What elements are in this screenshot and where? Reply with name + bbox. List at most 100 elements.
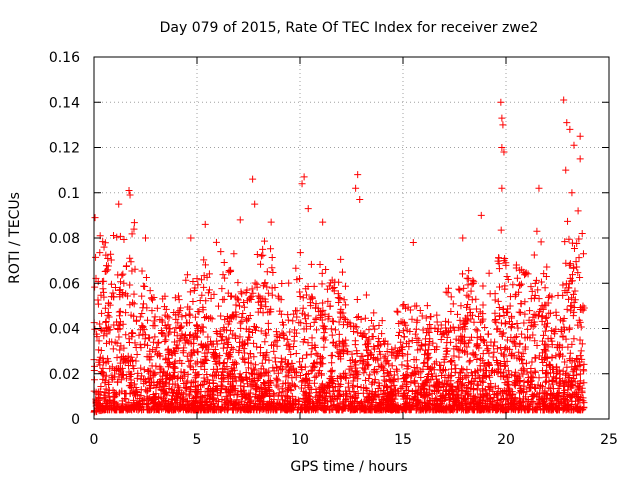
data-point — [116, 346, 124, 354]
data-point — [185, 310, 193, 318]
data-point — [212, 368, 220, 376]
data-point — [189, 346, 197, 354]
data-point — [463, 291, 471, 299]
data-point — [529, 313, 537, 321]
data-point — [114, 401, 122, 409]
data-point — [578, 387, 586, 395]
data-point — [129, 299, 137, 307]
data-point — [288, 405, 296, 413]
data-point — [495, 254, 503, 262]
data-point — [142, 234, 149, 242]
data-point — [137, 392, 145, 400]
data-point — [262, 369, 270, 377]
data-point — [542, 369, 550, 377]
data-point — [368, 390, 376, 398]
data-point — [477, 335, 485, 343]
data-point — [528, 287, 536, 295]
data-point — [577, 347, 585, 355]
data-point — [525, 316, 533, 324]
data-point — [286, 343, 294, 351]
data-point — [353, 382, 361, 390]
data-point — [307, 350, 315, 358]
data-point — [249, 175, 257, 183]
data-point — [539, 305, 547, 313]
data-point — [119, 320, 127, 328]
data-point — [299, 394, 307, 402]
data-point — [252, 361, 260, 369]
data-point — [106, 301, 114, 309]
data-point — [236, 338, 244, 346]
data-point — [140, 282, 148, 290]
data-point — [284, 371, 292, 379]
data-point — [403, 398, 411, 406]
data-point — [541, 378, 549, 386]
data-point — [383, 369, 391, 377]
data-point — [463, 303, 471, 311]
data-point — [360, 369, 368, 377]
data-point — [169, 380, 177, 388]
x-tick-label: 10 — [291, 432, 309, 448]
data-point — [387, 376, 395, 384]
data-point — [203, 349, 211, 357]
data-point — [403, 340, 411, 348]
data-point — [505, 378, 513, 386]
data-point — [97, 325, 105, 333]
data-point — [374, 335, 382, 343]
data-point — [381, 392, 389, 400]
data-point — [486, 400, 494, 408]
data-point — [335, 388, 343, 396]
data-point — [144, 316, 152, 324]
data-point — [535, 184, 543, 192]
data-point — [455, 285, 463, 293]
data-point — [312, 304, 320, 312]
data-point — [219, 271, 227, 279]
data-point — [101, 304, 109, 312]
data-point — [243, 393, 251, 401]
data-point — [394, 308, 402, 316]
data-point — [391, 354, 399, 362]
data-point — [215, 302, 223, 310]
data-point — [104, 311, 112, 319]
data-point — [186, 392, 194, 400]
data-point — [187, 356, 195, 364]
data-point — [133, 374, 141, 382]
data-point — [548, 341, 556, 349]
data-point — [526, 307, 534, 315]
data-point — [247, 359, 255, 367]
data-point — [392, 401, 400, 409]
data-point — [337, 313, 345, 321]
data-point — [151, 406, 159, 414]
data-point — [491, 309, 499, 317]
data-point — [154, 339, 162, 347]
data-point — [113, 354, 121, 362]
data-point — [570, 308, 578, 316]
data-point — [444, 289, 452, 297]
grid-lines — [94, 57, 609, 419]
data-point — [314, 395, 322, 403]
data-point — [100, 332, 108, 340]
data-point — [133, 350, 141, 358]
data-point — [495, 303, 503, 311]
data-point — [290, 337, 298, 345]
data-point — [344, 379, 352, 387]
data-point — [578, 340, 586, 348]
data-point — [174, 308, 182, 316]
data-point — [469, 276, 477, 284]
data-point — [511, 292, 519, 300]
data-point — [453, 345, 461, 353]
data-point — [261, 298, 269, 306]
data-point — [369, 333, 377, 341]
data-point — [249, 365, 257, 373]
data-point — [205, 345, 213, 353]
data-point — [124, 292, 132, 300]
data-point — [361, 341, 369, 349]
data-point — [234, 390, 242, 398]
data-point — [286, 328, 294, 336]
data-point — [516, 282, 524, 290]
data-point — [421, 358, 429, 366]
data-point — [186, 362, 194, 370]
data-point — [166, 348, 174, 356]
data-point — [445, 327, 453, 335]
data-point — [362, 384, 370, 392]
data-point — [492, 401, 500, 409]
